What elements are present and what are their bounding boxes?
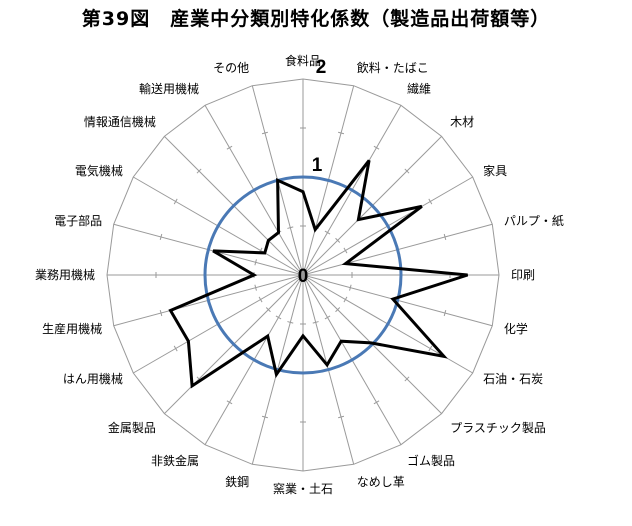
category-label: 情報通信機械 [84, 114, 156, 129]
axis-tick [258, 296, 263, 303]
axis-tick [261, 131, 268, 135]
axis-tick [265, 307, 271, 313]
category-label: プラスチック製品 [450, 421, 546, 435]
axis-tick [373, 400, 380, 405]
axis-tick [287, 321, 294, 324]
axis-tick [324, 230, 331, 235]
axis-tick [443, 310, 447, 317]
axis-tick [324, 315, 331, 320]
category-label: 飲料・たばこ [357, 60, 429, 75]
category-label: 業務用機械 [35, 267, 95, 282]
axis-tick [335, 307, 341, 313]
tick-label: 2 [316, 57, 327, 78]
axis-tick [343, 296, 348, 303]
label-layer: 食料品 飲料・たばこ繊維木材家具パルプ・紙印刷化学石油・石炭プラスチック製品ゴム製… [35, 53, 564, 496]
tick-label: 1 [312, 155, 323, 176]
category-label: その他 [213, 61, 249, 75]
axis-tick [428, 198, 433, 205]
category-label: はん用機械 [63, 371, 123, 386]
category-label: パルプ・紙 [504, 213, 564, 228]
axis-tick [343, 247, 348, 254]
tick-label: 0 [298, 266, 309, 287]
axis-tick [173, 345, 178, 352]
category-label: なめし革 [357, 475, 405, 489]
axis-tick [404, 168, 410, 174]
axis-tick [312, 321, 319, 324]
category-label: 繊維 [407, 82, 431, 96]
chart-title: 第39図 産業中分類別特化係数（製造品出荷額等） [81, 8, 551, 30]
axis-tick [196, 168, 202, 174]
axis-tick [159, 310, 163, 317]
axis-tick [226, 145, 233, 150]
axis-tick [275, 315, 282, 320]
axis-tick [287, 226, 294, 229]
category-label: 食料品 [285, 53, 321, 68]
category-label: 電子部品 [54, 213, 102, 228]
reference-circle [203, 175, 403, 375]
axis-tick [159, 233, 163, 240]
series-layer [168, 159, 469, 389]
category-label: 印刷 [511, 268, 535, 282]
axis-tick [443, 233, 447, 240]
category-label: ゴム製品 [407, 453, 455, 468]
series-line-0 [168, 159, 469, 389]
category-label: 金属製品 [108, 420, 156, 435]
reference-layer [203, 175, 403, 375]
category-label: 石油・石炭 [483, 372, 543, 386]
axis-tick [226, 400, 233, 405]
axis-tick [335, 237, 341, 243]
category-label: 家具 [483, 163, 507, 178]
axis-tick [254, 259, 257, 266]
axis-tick [254, 284, 257, 291]
axis-tick [173, 198, 178, 205]
category-label: 非鉄金属 [151, 453, 199, 468]
category-label: 輸送用機械 [139, 81, 199, 96]
axis-tick [338, 415, 345, 419]
axis-tick [428, 345, 433, 352]
category-label: 木材 [450, 115, 474, 129]
axis-tick [404, 376, 410, 382]
axis-tick [349, 284, 352, 291]
category-label: 生産用機械 [42, 321, 102, 336]
axis-tick [373, 145, 380, 150]
category-label: 化学 [504, 321, 528, 336]
axis-tick [261, 415, 268, 419]
axis-tick [338, 131, 345, 135]
category-label: 電気機械 [75, 163, 123, 178]
category-label: 鉄鋼 [225, 474, 249, 489]
category-label: 窯業・土石 [273, 481, 333, 496]
